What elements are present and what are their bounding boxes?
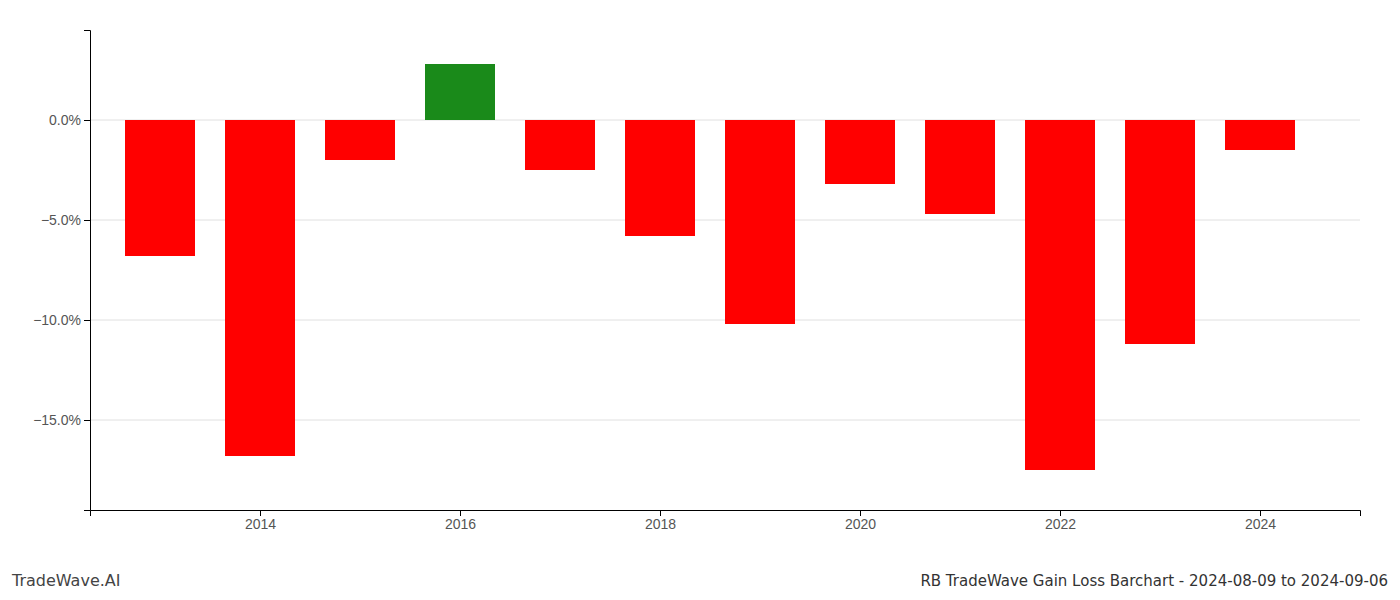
chart: 0.0% −5.0% −10.0% −15.0% 2014 2016 2018 2020 202… [0, 0, 1400, 600]
x-tick: 2018 [645, 510, 676, 532]
bar [1025, 120, 1095, 470]
x-tick-label: 2014 [245, 516, 276, 532]
y-tick: 0.0% [49, 112, 90, 128]
title: RB TradeWave Gain Loss Barchart - 2024-0… [920, 572, 1388, 590]
watermark: TradeWave.AI [11, 571, 120, 590]
y-tick: −5.0% [41, 212, 90, 228]
y-tick-label: −15.0% [33, 412, 81, 428]
bar [525, 120, 595, 170]
bar [325, 120, 395, 160]
x-tick-label: 2018 [645, 516, 676, 532]
y-tick: −15.0% [33, 412, 90, 428]
y-axis-line [84, 31, 91, 511]
bar [1225, 120, 1295, 150]
x-tick-label: 2020 [845, 516, 876, 532]
x-tick: 2014 [245, 510, 276, 532]
y-tick-label: −10.0% [33, 312, 81, 328]
x-tick: 2022 [1045, 510, 1076, 532]
y-tick-mark [84, 120, 90, 121]
bar [925, 120, 995, 214]
y-tick-mark [84, 420, 90, 421]
x-axis: 2014 2016 2018 2020 2022 2024 [91, 510, 1361, 532]
y-axis: 0.0% −5.0% −10.0% −15.0% [33, 31, 90, 511]
x-tick-label: 2022 [1045, 516, 1076, 532]
plot: 0.0% −5.0% −10.0% −15.0% 2014 2016 2018 2020 202… [33, 31, 1360, 532]
x-tick: 2020 [845, 510, 876, 532]
y-tick: −10.0% [33, 312, 90, 328]
y-tick-label: −5.0% [41, 212, 81, 228]
y-tick-label: 0.0% [49, 112, 81, 128]
y-tick-mark [84, 320, 90, 321]
x-axis-line [91, 511, 1361, 517]
bar [725, 120, 795, 324]
bar [625, 120, 695, 236]
x-tick-label: 2024 [1245, 516, 1276, 532]
bar [425, 64, 495, 120]
x-tick: 2016 [445, 510, 476, 532]
y-tick-mark [84, 220, 90, 221]
bar [225, 120, 295, 456]
bar [1125, 120, 1195, 344]
bars [125, 64, 1295, 470]
x-tick-label: 2016 [445, 516, 476, 532]
bar [125, 120, 195, 256]
x-tick: 2024 [1245, 510, 1276, 532]
bar [825, 120, 895, 184]
